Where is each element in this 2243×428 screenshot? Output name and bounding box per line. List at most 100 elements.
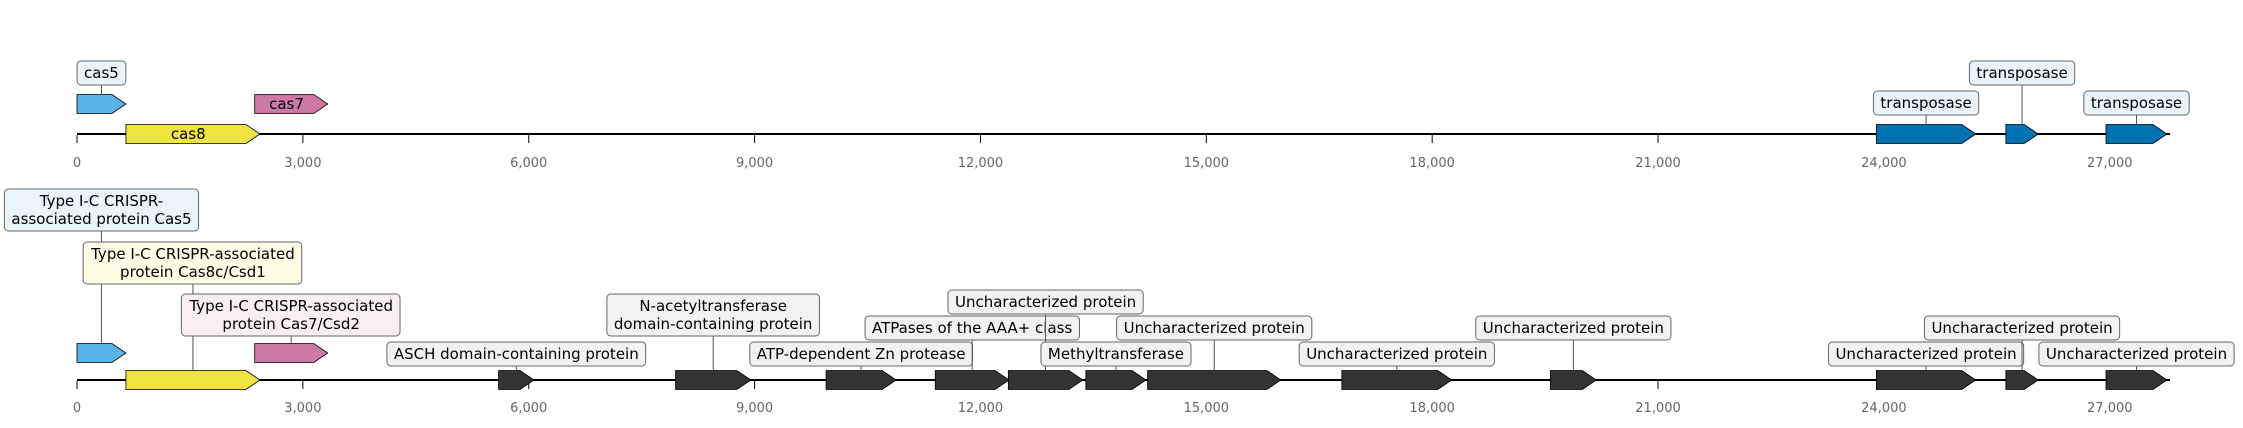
gene-label-box: Uncharacterized protein (1116, 315, 1313, 341)
gene-arrow-methyltransferase (1085, 370, 1147, 390)
label-box-frame (2038, 341, 2235, 367)
gene-arrow-atp-dependent-zn-protease (825, 370, 897, 390)
axis-tick-label: 18,000 (1409, 401, 1455, 416)
gene-label-box: Uncharacterized protein (1827, 341, 2025, 367)
axis-tick-label: 12,000 (958, 156, 1004, 171)
gene-label-box: cas5 (76, 60, 127, 86)
gene-arrow-uncharacterized-protein (1147, 370, 1282, 390)
label-box-frame (947, 289, 1144, 315)
gene-arrow-transposase (2005, 124, 2039, 144)
axis-tick-label: 15,000 (1184, 401, 1230, 416)
gene-label-box: Type I-C CRISPR-associated protein Cas5 (3, 188, 200, 232)
track-protein-annotations: 0 3,000 6,000 9,000 12,000 15,000 18,000 21,000… (3, 188, 2235, 416)
label-box-frame (1475, 315, 1672, 341)
gene-label-box: transposase (1968, 60, 2076, 86)
gene-label-box: ATPases of the AAA+ class (864, 315, 1080, 341)
gene-arrow-uncharacterized-protein (2105, 370, 2168, 390)
label-box-frame (1298, 341, 1495, 367)
gene-arrow-type-i-c-crispr-associated-protein-cas5 (76, 343, 127, 363)
label-box-frame (180, 293, 401, 337)
gene-label-box: transposase (1872, 90, 1980, 116)
gene-label-box: Uncharacterized protein (947, 289, 1144, 315)
axis-tick-label: 3,000 (284, 401, 321, 416)
gene-label-box: Type I-C CRISPR-associated protein Cas8c/… (82, 241, 303, 285)
gene-label: transposase (1880, 94, 1971, 112)
label-box-frame (1827, 341, 2025, 367)
gene-label: cas8 (171, 125, 206, 143)
gene-label: Type I-C CRISPR-associated protein Cas8c/… (90, 245, 295, 281)
gene-label-box: transposase (2083, 90, 2190, 116)
gene-label: Type I-C CRISPR-associated protein Cas7/C… (188, 297, 393, 333)
gene-label: Methyltransferase (1048, 345, 1184, 363)
axis-tick-label: 9,000 (736, 401, 773, 416)
axis-tick-label: 24,000 (1861, 156, 1907, 171)
gene-label: transposase (1976, 64, 2067, 82)
gene-arrow-transposase (1875, 124, 1977, 144)
label-box-frame (1116, 315, 1313, 341)
gene-label: ATPases of the AAA+ class (872, 319, 1072, 337)
gene-label-box: ASCH domain-containing protein (386, 341, 647, 367)
axis-tick-label: 27,000 (2087, 156, 2133, 171)
axis-tick-label: 6,000 (510, 156, 547, 171)
axis-tick-label: 15,000 (1184, 156, 1230, 171)
gene-label-box: ATP-dependent Zn protease (749, 341, 973, 367)
gene-label: Uncharacterized protein (1306, 345, 1487, 363)
axis-tick-label: 27,000 (2087, 401, 2133, 416)
axis-tick-label: 21,000 (1635, 401, 1681, 416)
gene-label: Uncharacterized protein (1931, 319, 2112, 337)
label-box-frame (1872, 90, 1980, 116)
label-box-frame (76, 60, 127, 86)
axis-tick-label: 24,000 (1861, 401, 1907, 416)
gene-arrow-cas8 (125, 124, 261, 144)
gene-label: Uncharacterized protein (1835, 345, 2016, 363)
label-box-frame (2083, 90, 2190, 116)
gene-arrow-type-i-c-crispr-associated-protein-cas7-csd2 (254, 343, 329, 363)
gene-label: N-acetyltransferase domain-containing pro… (614, 297, 813, 333)
gene-arrow-uncharacterized-protein (1341, 370, 1453, 390)
gene-label: Type I-C CRISPR-associated protein Cas5 (11, 192, 191, 228)
gene-label: transposase (2091, 94, 2182, 112)
gene-label: Uncharacterized protein (1124, 319, 1305, 337)
axis-tick-label: 3,000 (284, 156, 321, 171)
gene-label-box: Methyltransferase (1040, 341, 1192, 367)
track-genus-cas-genes: 0 3,000 6,000 9,000 12,000 15,000 18,000 21,000… (73, 60, 2190, 171)
gene-arrow-uncharacterized-protein (2005, 370, 2039, 390)
axis-tick-label: 0 (73, 401, 81, 416)
axis-tick-label: 9,000 (736, 156, 773, 171)
gene-label: Uncharacterized protein (1483, 319, 1664, 337)
gene-label: cas7 (269, 95, 304, 113)
gene-arrow-uncharacterized-protein (1875, 370, 1977, 390)
gene-label: ATP-dependent Zn protease (757, 345, 966, 363)
axis-tick-label: 21,000 (1635, 156, 1681, 171)
axis-tick-label: 6,000 (510, 401, 547, 416)
label-box-frame (1040, 341, 1192, 367)
gene-label-box: Uncharacterized protein (1475, 315, 1672, 341)
gene-arrow-type-i-c-crispr-associated-protein-cas8c-csd1 (125, 370, 261, 390)
axis-tick-label: 0 (73, 156, 81, 171)
label-box-frame (3, 188, 200, 232)
label-box-frame (386, 341, 647, 367)
label-box-frame (1923, 315, 2121, 341)
label-box-frame (864, 315, 1080, 341)
gene-arrow-cas5 (76, 94, 127, 114)
gene-arrow-transposase (2105, 124, 2168, 144)
label-box-frame (1968, 60, 2076, 86)
label-box-frame (82, 241, 303, 285)
gene-label: Uncharacterized protein (2046, 345, 2227, 363)
label-box-frame (606, 293, 820, 337)
gene-label-box: N-acetyltransferase domain-containing pro… (606, 293, 820, 337)
axis-tick-label: 12,000 (958, 401, 1004, 416)
gene-label-box: Uncharacterized protein (1298, 341, 1495, 367)
gene-label-box: Uncharacterized protein (2038, 341, 2235, 367)
gene-arrow-uncharacterized-protein (1007, 370, 1084, 390)
gene-arrow-n-acetyltransferase-domain-containing-protein (675, 370, 752, 390)
gene-label-box: Type I-C CRISPR-associated protein Cas7/C… (180, 293, 401, 337)
gene-label-box: Uncharacterized protein (1923, 315, 2121, 341)
gene-arrow-cas7 (254, 94, 329, 114)
axis-tick-label: 18,000 (1409, 156, 1455, 171)
gene-arrow-uncharacterized-protein (1549, 370, 1598, 390)
gene-label: cas5 (84, 64, 119, 82)
gene-label: Uncharacterized protein (955, 293, 1136, 311)
gene-arrow-atpases-of-the-aaa-class (934, 370, 1010, 390)
